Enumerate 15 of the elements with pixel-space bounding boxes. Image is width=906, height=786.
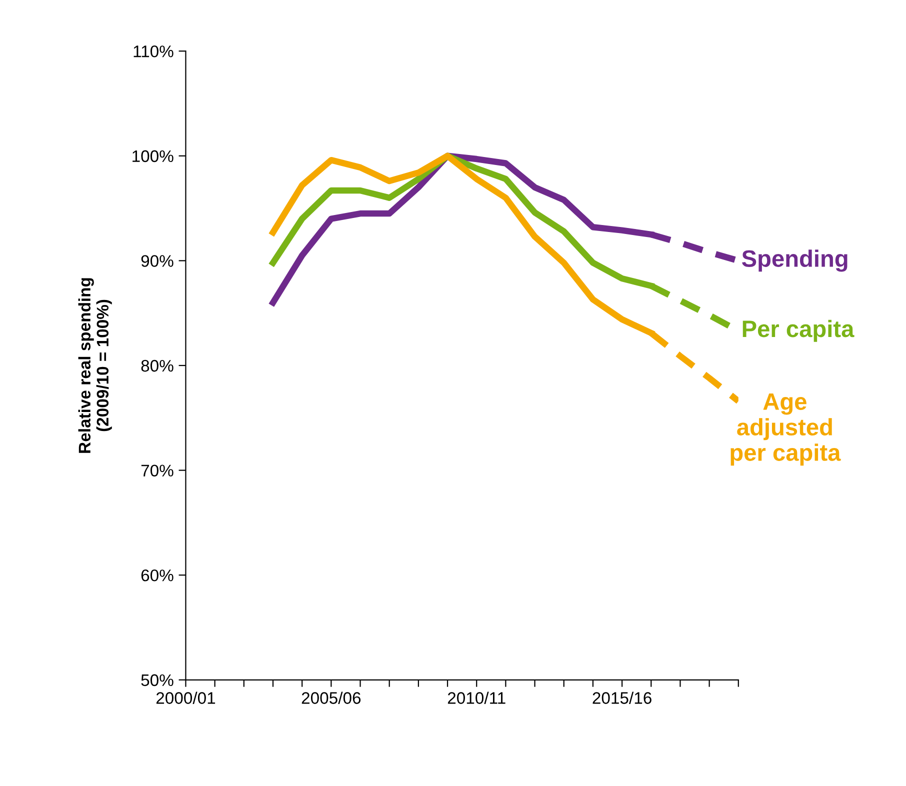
y-tick-label: 60% [141, 569, 174, 582]
series-label: Age adjusted per capita [730, 394, 841, 466]
y-tick-label: 100% [132, 150, 174, 162]
y-tick-label: 110% [134, 45, 174, 58]
y-tick-label: 70% [141, 464, 174, 476]
x-tick-label: 2010/11 [448, 692, 506, 704]
y-tick-label: 80% [141, 360, 174, 372]
y-axis-title: Relative real spending (2009/10 = 100%) [78, 278, 112, 453]
series-label: Spending [742, 250, 848, 272]
x-tick-label: 2015/16 [592, 692, 652, 704]
y-tick-label: 50% [141, 674, 174, 686]
y-tick-label: 90% [141, 255, 174, 267]
x-tick-label: 2000/01 [156, 692, 216, 704]
series-label: Per capita [742, 320, 854, 342]
x-tick-label: 2005/06 [302, 692, 361, 704]
